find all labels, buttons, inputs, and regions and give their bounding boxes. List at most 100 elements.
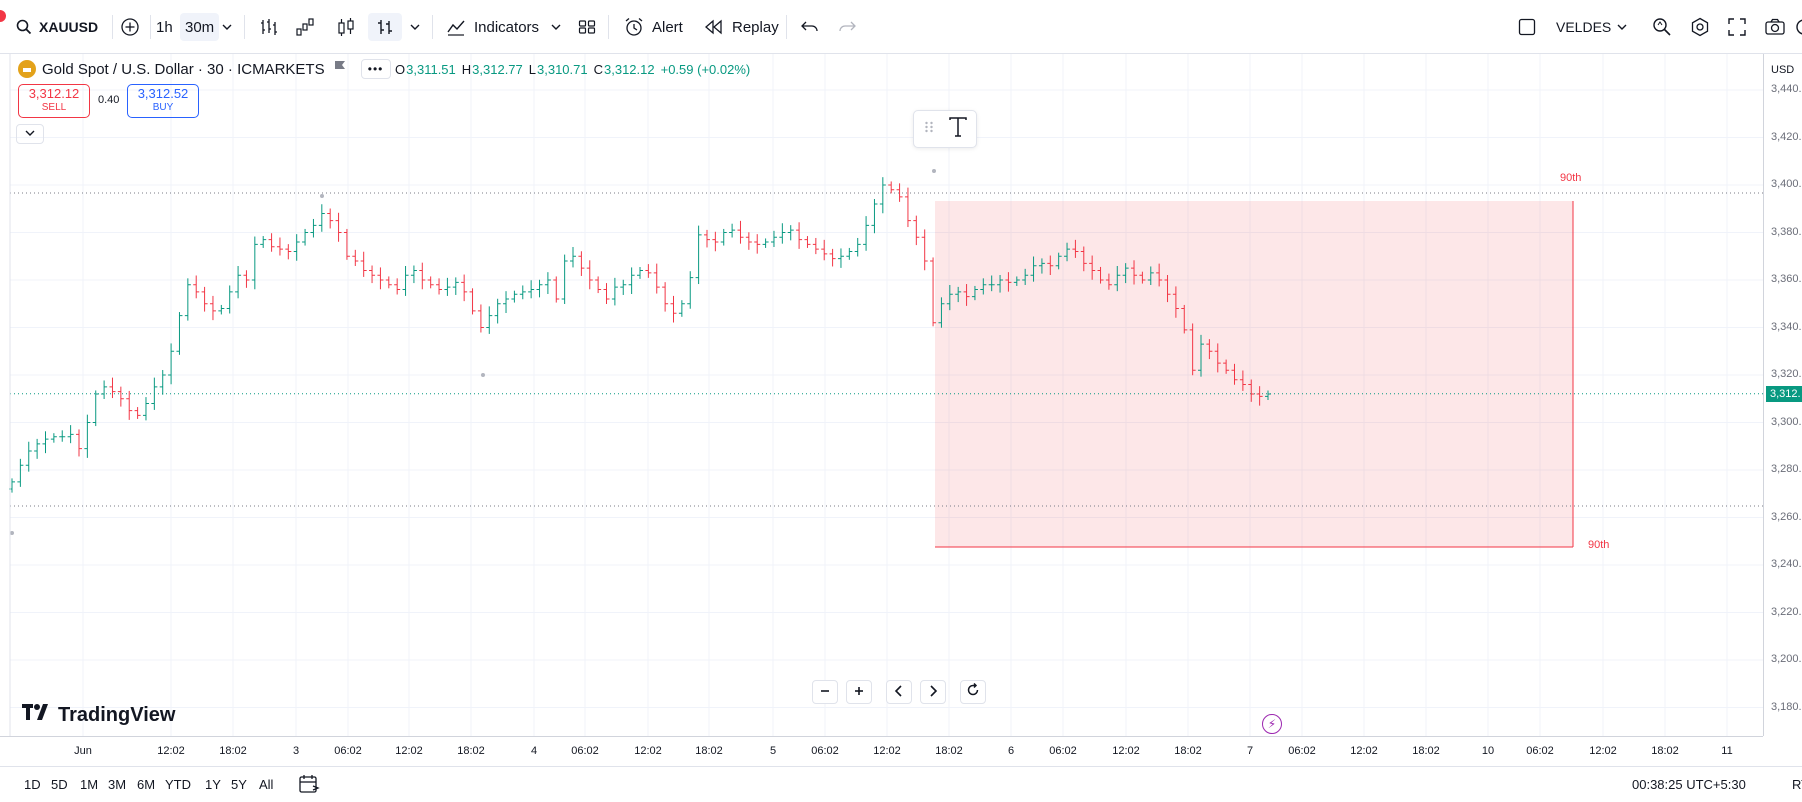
- ohlc-bar: [938, 297, 945, 328]
- price-chart[interactable]: [0, 54, 1763, 736]
- grid-icon: [578, 18, 596, 36]
- range-box-top-label: 90th: [1560, 172, 1582, 184]
- range-button-1d[interactable]: 1D: [24, 777, 41, 792]
- zoom-in-button[interactable]: [846, 680, 872, 704]
- ohlc-bar: [117, 386, 124, 407]
- flag-icon[interactable]: [333, 60, 347, 78]
- zoom-out-button[interactable]: [812, 680, 838, 704]
- ohlc-bar: [503, 291, 510, 314]
- time-axis-label: 06:02: [571, 745, 599, 757]
- text-tool-icon[interactable]: [948, 116, 968, 143]
- buy-button[interactable]: 3,312.52 BUY: [127, 84, 199, 118]
- settings-button[interactable]: [1690, 13, 1710, 41]
- replay-button[interactable]: Replay: [704, 13, 779, 41]
- layout-dropdown[interactable]: [1617, 13, 1627, 41]
- quick-search-button[interactable]: [1652, 13, 1672, 41]
- publish-button[interactable]: [1795, 13, 1802, 41]
- time-axis-label: 7: [1246, 745, 1254, 757]
- gold-coin-icon: [18, 60, 36, 78]
- chart-type-dropdown[interactable]: [410, 13, 420, 41]
- ohlc-bar: [1172, 286, 1179, 318]
- time-axis-label: 10: [1481, 745, 1495, 757]
- layout-name[interactable]: VELDES: [1556, 19, 1612, 35]
- alert-button[interactable]: Alert: [624, 13, 683, 41]
- range-button-5y[interactable]: 5Y: [231, 777, 247, 792]
- scroll-left-button[interactable]: [886, 680, 912, 704]
- chevron-down-icon: [222, 22, 232, 32]
- scroll-right-button[interactable]: [920, 680, 946, 704]
- realtime-label[interactable]: RT: [1792, 777, 1802, 792]
- drag-handle-icon[interactable]: [924, 120, 934, 139]
- sell-button[interactable]: 3,312.12 SELL: [18, 84, 90, 118]
- symbol-search[interactable]: XAUUSD: [16, 13, 98, 41]
- interval-1h[interactable]: 1h: [156, 18, 173, 36]
- candles-style-button[interactable]: [336, 13, 356, 41]
- ohlc-bar: [494, 298, 501, 324]
- time-axis[interactable]: Jun 12:02 18:02 3 06:02 12:02 18:02 4 06:02 12:02…: [0, 736, 1763, 766]
- ohlc-bar: [327, 208, 334, 229]
- snapshot-button[interactable]: [1765, 13, 1785, 41]
- ohlc-bar: [1189, 323, 1196, 376]
- replay-label: Replay: [732, 18, 779, 36]
- indicators-button[interactable]: Indicators: [446, 13, 539, 41]
- ohlc-bar: [75, 429, 82, 457]
- ohlc-bar: [251, 236, 258, 290]
- ohlc-bar: [837, 248, 844, 268]
- redo-icon: [838, 20, 856, 34]
- undo-button[interactable]: [801, 13, 819, 41]
- legend-more-button[interactable]: •••: [360, 59, 391, 79]
- lightning-icon[interactable]: ⚡: [1262, 714, 1282, 734]
- ohlc-bar: [653, 263, 660, 294]
- price-axis-label: 3,420.: [1771, 130, 1802, 143]
- ohlc-bar: [544, 272, 551, 295]
- ohlc-bar: [1214, 343, 1221, 373]
- time-axis-label: 06:02: [1049, 745, 1077, 757]
- fullscreen-button[interactable]: [1728, 13, 1746, 41]
- range-button-all[interactable]: All: [259, 777, 274, 792]
- line-style-button[interactable]: [295, 13, 315, 41]
- redo-button[interactable]: [838, 13, 856, 41]
- layouts-button[interactable]: [578, 13, 596, 41]
- time-axis-label: 12:02: [634, 745, 662, 757]
- price-axis-label: 3,260.: [1771, 510, 1802, 523]
- range-button-5d[interactable]: 5D: [51, 777, 68, 792]
- ohlc-bar: [394, 278, 401, 295]
- ohlc-bar: [193, 275, 200, 299]
- ohlc-bar: [318, 204, 325, 232]
- ohlc-bar: [1013, 276, 1020, 286]
- ohlc-bar: [829, 248, 836, 267]
- ohlc-bars: [9, 177, 1271, 493]
- layout-checkbox[interactable]: [1518, 13, 1536, 41]
- ohlc-bar: [385, 276, 392, 289]
- bars-style-button[interactable]: [259, 13, 279, 41]
- price-axis-label: 3,300.: [1771, 415, 1802, 428]
- legend-title: Gold Spot / U.S. Dollar · 30 · ICMARKETS: [42, 60, 325, 78]
- range-button-1m[interactable]: 1M: [80, 777, 99, 792]
- interval-dropdown[interactable]: [222, 13, 232, 41]
- ohlc-bar: [1239, 370, 1246, 391]
- interval-30m[interactable]: 30m: [180, 13, 220, 41]
- price-axis[interactable]: USD 3,440. 3,420. 3,400. 3,380. 3,360. 3,340.…: [1763, 54, 1802, 736]
- ohlc-bar: [729, 223, 736, 238]
- clock-timezone[interactable]: 00:38:25 UTC+5:30: [1632, 777, 1746, 792]
- range-button-1y[interactable]: 1Y: [205, 777, 221, 792]
- range-button-6m[interactable]: 6M: [137, 777, 156, 792]
- ohlc-bar: [226, 285, 233, 314]
- indicators-dropdown[interactable]: [551, 13, 561, 41]
- ohlc-bar: [980, 278, 987, 295]
- buy-label: BUY: [152, 102, 174, 113]
- range-button-ytd[interactable]: YTD: [165, 777, 191, 792]
- ohlc-bar: [553, 276, 560, 303]
- ohlc-bar: [1038, 258, 1045, 274]
- ohlc-bar: [1231, 363, 1238, 385]
- reset-chart-button[interactable]: [960, 680, 986, 704]
- collapse-legend-button[interactable]: [16, 124, 44, 144]
- indicators-label: Indicators: [474, 18, 540, 36]
- range-button-3m[interactable]: 3M: [108, 777, 127, 792]
- ohlc-bars-button[interactable]: [368, 13, 402, 41]
- ohlc-bar: [151, 377, 158, 410]
- ohlc-bar: [904, 187, 911, 228]
- compare-button[interactable]: [116, 13, 144, 41]
- date-range-button[interactable]: [298, 773, 320, 800]
- ohlc-bar: [703, 229, 710, 248]
